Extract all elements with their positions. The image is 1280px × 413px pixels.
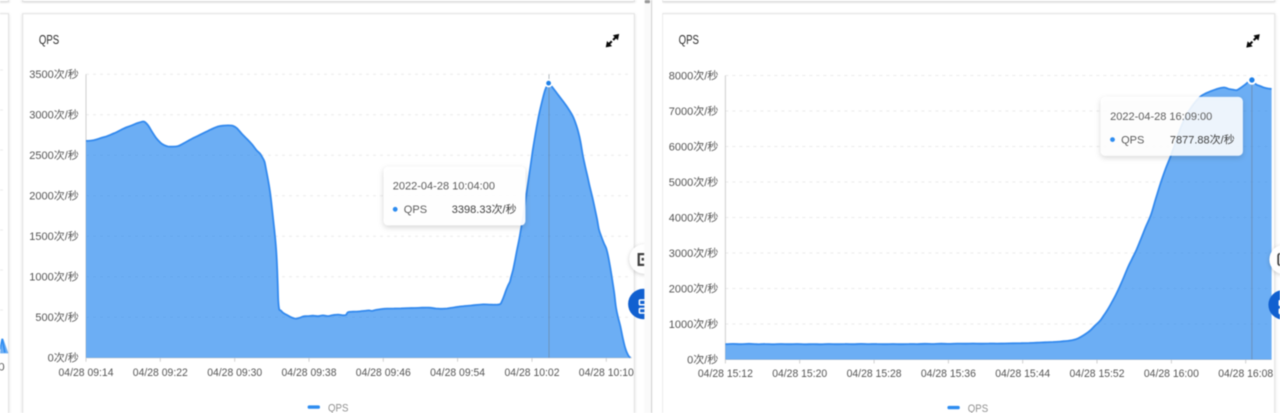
- svg-text:04/28 10:02: 04/28 10:02: [505, 367, 560, 379]
- svg-text:/: /: [65, 231, 69, 243]
- svg-text:04/28 09:38: 04/28 09:38: [282, 367, 337, 379]
- svg-text:2022-04-28 10:04:00: 2022-04-28 10:04:00: [393, 181, 495, 193]
- svg-text:04/28 09:30: 04/28 09:30: [207, 367, 262, 379]
- svg-text:3000: 3000: [29, 110, 53, 122]
- svg-text:/: /: [503, 204, 507, 216]
- svg-text:04/28 09:22: 04/28 09:22: [133, 367, 188, 379]
- svg-text:0: 0: [0, 362, 5, 374]
- svg-text:500: 500: [35, 312, 53, 324]
- svg-text:1000: 1000: [669, 319, 693, 331]
- svg-text:/: /: [704, 177, 708, 189]
- svg-text:/: /: [704, 141, 708, 153]
- svg-text:6000: 6000: [669, 141, 693, 153]
- svg-text:/: /: [704, 248, 708, 260]
- svg-text:04/28 16:08: 04/28 16:08: [1218, 368, 1273, 380]
- svg-text:QPS: QPS: [39, 32, 59, 47]
- svg-text:2000: 2000: [29, 191, 53, 203]
- svg-text:/: /: [65, 353, 69, 365]
- svg-text:/: /: [704, 354, 708, 366]
- svg-text:/: /: [704, 319, 708, 331]
- svg-text:04/28 09:46: 04/28 09:46: [356, 367, 411, 379]
- svg-text:2022-04-28 16:09:00: 2022-04-28 16:09:00: [1110, 111, 1212, 123]
- svg-text:/: /: [704, 106, 708, 118]
- svg-text:04/28 15:44: 04/28 15:44: [995, 368, 1050, 380]
- svg-text:04/28 09:54: 04/28 09:54: [430, 367, 485, 379]
- svg-text:1000: 1000: [29, 272, 53, 284]
- svg-text:/: /: [704, 212, 708, 224]
- svg-text:/: /: [1221, 134, 1225, 146]
- svg-text:QPS: QPS: [328, 402, 348, 413]
- svg-text:2500: 2500: [29, 150, 53, 162]
- svg-text:/: /: [65, 110, 69, 122]
- svg-text:/: /: [65, 191, 69, 203]
- svg-text:4000: 4000: [669, 212, 693, 224]
- svg-text:04/28 15:52: 04/28 15:52: [1070, 368, 1125, 380]
- svg-text:04/28 16:00: 04/28 16:00: [1144, 368, 1199, 380]
- svg-text:2000: 2000: [669, 283, 693, 295]
- svg-text:/: /: [65, 150, 69, 162]
- svg-text:QPS: QPS: [968, 403, 988, 413]
- svg-text:QPS: QPS: [679, 32, 699, 47]
- svg-text:0: 0: [48, 353, 54, 365]
- svg-text:04/28 15:28: 04/28 15:28: [847, 368, 902, 380]
- svg-text:04/28 10:10: 04/28 10:10: [579, 367, 634, 379]
- svg-text:QPS: QPS: [404, 204, 427, 216]
- svg-text:04/28 09:14: 04/28 09:14: [59, 367, 114, 379]
- svg-text:04/28 15:20: 04/28 15:20: [772, 368, 827, 380]
- svg-text:/: /: [65, 312, 69, 324]
- svg-text:8000: 8000: [669, 70, 693, 82]
- svg-text:04/28 15:12: 04/28 15:12: [698, 368, 753, 380]
- svg-text:/: /: [704, 283, 708, 295]
- svg-text:3000: 3000: [669, 248, 693, 260]
- svg-text:QPS: QPS: [1121, 134, 1144, 146]
- svg-text:04/28 15:36: 04/28 15:36: [921, 368, 976, 380]
- svg-text:/: /: [65, 272, 69, 284]
- svg-text:5000: 5000: [669, 177, 693, 189]
- svg-text:7877.88: 7877.88: [1170, 134, 1210, 146]
- svg-text:/: /: [704, 70, 708, 82]
- svg-text:7000: 7000: [669, 106, 693, 118]
- svg-text:3398.33: 3398.33: [452, 204, 492, 216]
- svg-text:1500: 1500: [29, 231, 53, 243]
- svg-text:/: /: [65, 69, 69, 81]
- svg-text:0: 0: [687, 354, 693, 366]
- svg-text:3500: 3500: [29, 69, 53, 81]
